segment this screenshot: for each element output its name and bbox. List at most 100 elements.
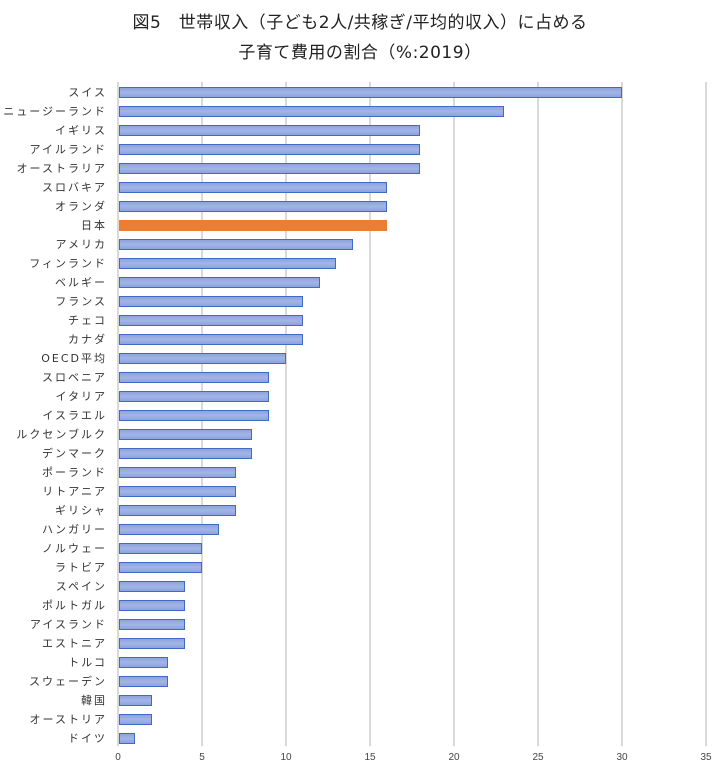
category-label: リトアニア (42, 485, 107, 498)
bar (119, 657, 169, 668)
category-label: イギリス (55, 124, 107, 137)
bar-row: スイス (0, 83, 720, 102)
bar-row: デンマーク (0, 444, 720, 463)
bar-row: オーストラリア (0, 159, 720, 178)
bar (119, 467, 236, 478)
bar-row: OECD平均 (0, 349, 720, 368)
bar (119, 524, 219, 535)
bar-highlight-japan (119, 220, 387, 231)
x-axis-tick-label: 25 (532, 752, 544, 763)
category-label: ハンガリー (42, 523, 107, 536)
bar-row: リトアニア (0, 482, 720, 501)
bar (119, 600, 186, 611)
category-label: オランダ (55, 200, 107, 213)
bar (119, 448, 253, 459)
gridline (285, 82, 287, 746)
bar-row: アイスランド (0, 615, 720, 634)
category-label: オーストラリア (16, 162, 107, 175)
bar-row: ポルトガル (0, 596, 720, 615)
category-label: ポルトガル (42, 599, 107, 612)
bar-row: ギリシャ (0, 501, 720, 520)
bar (119, 562, 202, 573)
category-label: イタリア (55, 390, 107, 403)
bar-row: 日本 (0, 216, 720, 235)
category-label: オーストリア (29, 713, 107, 726)
bar (119, 429, 253, 440)
category-label: エストニア (42, 637, 107, 650)
category-label: ニュージーランド (3, 105, 107, 118)
bar-row: イギリス (0, 121, 720, 140)
category-label: ドイツ (68, 732, 107, 745)
chart-title-line1: 図5 世帯収入（子ども2人/共稼ぎ/平均的収入）に占める (132, 13, 588, 33)
category-label: フィンランド (29, 257, 107, 270)
bar-row: カナダ (0, 330, 720, 349)
bar (119, 391, 270, 402)
bar (119, 87, 622, 98)
bar (119, 125, 421, 136)
bar-row: 韓国 (0, 691, 720, 710)
x-axis-tick-label: 20 (448, 752, 460, 763)
bar (119, 676, 169, 687)
bar (119, 714, 152, 725)
bar (119, 258, 337, 269)
category-label: デンマーク (42, 447, 107, 460)
bar-row: アイルランド (0, 140, 720, 159)
bar (119, 372, 270, 383)
gridline (117, 82, 119, 746)
x-axis-tick-label: 10 (280, 752, 292, 763)
bar-row: フィンランド (0, 254, 720, 273)
bar-row: オランダ (0, 197, 720, 216)
bar-row: ハンガリー (0, 520, 720, 539)
bar (119, 201, 387, 212)
category-label: フランス (55, 295, 107, 308)
bar-row: イスラエル (0, 406, 720, 425)
bar-row: フランス (0, 292, 720, 311)
category-label: スロベニア (42, 371, 107, 384)
category-label: スイス (68, 86, 107, 99)
category-label: ベルギー (55, 276, 107, 289)
bar (119, 334, 303, 345)
category-label: ラトビア (55, 561, 107, 574)
bar-row: チェコ (0, 311, 720, 330)
bar-row: オーストリア (0, 710, 720, 729)
x-axis-tick-label: 15 (364, 752, 376, 763)
bar-row: スロバキア (0, 178, 720, 197)
bar-row: ニュージーランド (0, 102, 720, 121)
category-label: OECD平均 (41, 352, 107, 365)
bar-row: ポーランド (0, 463, 720, 482)
gridline (621, 82, 623, 746)
bar-row: ベルギー (0, 273, 720, 292)
bar (119, 277, 320, 288)
bar (119, 144, 421, 155)
category-label: イスラエル (42, 409, 107, 422)
gridline (453, 82, 455, 746)
bar-row: ノルウェー (0, 539, 720, 558)
bar (119, 486, 236, 497)
x-axis-tick-label: 30 (616, 752, 628, 763)
category-label: アイスランド (29, 618, 107, 631)
category-label: スウェーデン (29, 675, 107, 688)
bar (119, 505, 236, 516)
bar (119, 353, 286, 364)
bar-row: スウェーデン (0, 672, 720, 691)
category-label: トルコ (68, 656, 107, 669)
category-label: チェコ (68, 314, 107, 327)
bar-row: ラトビア (0, 558, 720, 577)
bar (119, 182, 387, 193)
category-label: 日本 (81, 219, 107, 232)
category-label: スペイン (55, 580, 107, 593)
bar-row: ルクセンブルク (0, 425, 720, 444)
category-label: 韓国 (81, 694, 107, 707)
chart-title-line2: 子育て費用の割合（%:2019） (238, 43, 482, 63)
bar-row: アメリカ (0, 235, 720, 254)
gridline (537, 82, 539, 746)
x-axis-tick-label: 0 (115, 752, 121, 763)
bar (119, 239, 354, 250)
bar (119, 410, 270, 421)
x-axis-tick-label: 35 (700, 752, 712, 763)
gridline (369, 82, 371, 746)
bar-row: スロベニア (0, 368, 720, 387)
category-label: スロバキア (42, 181, 107, 194)
bar (119, 315, 303, 326)
